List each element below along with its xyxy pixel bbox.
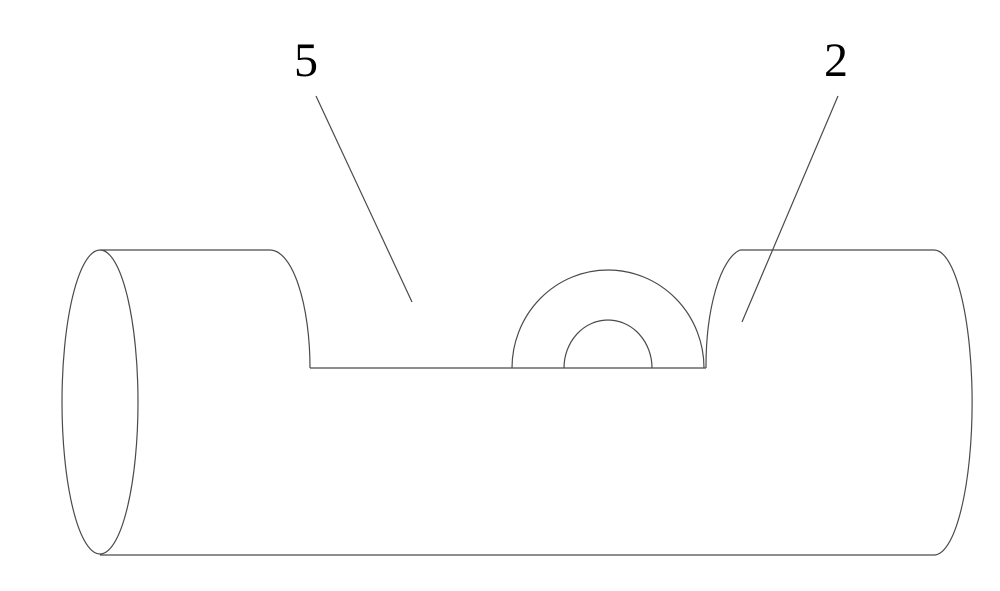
cylinder-body [62, 250, 972, 555]
leader-line-5 [316, 96, 412, 302]
diagram-canvas: 5 2 [0, 0, 1000, 591]
inner-hole-inner-arc [564, 320, 652, 368]
inner-hole-outer-arc [512, 270, 704, 368]
labels: 5 2 [294, 34, 848, 87]
cutout-right-arc [706, 250, 740, 368]
label-2: 2 [824, 34, 848, 87]
leader-line-2 [742, 96, 838, 322]
cylinder-right-cap [934, 250, 972, 555]
label-5: 5 [294, 34, 318, 87]
cutout-left-arc [270, 250, 310, 368]
leader-lines [316, 96, 838, 322]
cylinder-left-cap [62, 250, 138, 554]
